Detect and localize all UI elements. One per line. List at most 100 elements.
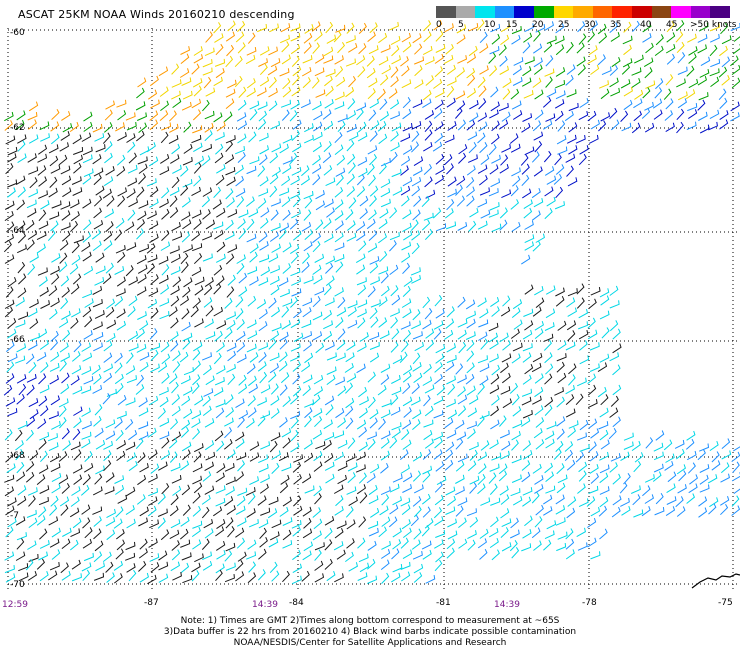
wind-barb bbox=[402, 285, 411, 297]
wind-barb bbox=[644, 67, 653, 79]
wind-barb bbox=[293, 332, 304, 342]
wind-barb bbox=[336, 520, 347, 529]
wind-barb bbox=[312, 296, 321, 308]
wind-barb bbox=[720, 473, 730, 483]
wind-barb bbox=[269, 185, 278, 198]
wind-barb bbox=[227, 244, 238, 254]
wind-barb bbox=[412, 496, 422, 507]
wind-barb bbox=[379, 111, 389, 122]
wind-barb bbox=[500, 508, 510, 519]
legend-swatch bbox=[553, 6, 574, 18]
wind-barb bbox=[150, 342, 161, 351]
wind-barb bbox=[171, 431, 181, 442]
wind-barb bbox=[181, 484, 191, 496]
wind-barb bbox=[359, 492, 368, 504]
wind-barb bbox=[259, 154, 268, 166]
wind-barb bbox=[135, 384, 145, 395]
wind-barb bbox=[356, 419, 367, 430]
wind-barb bbox=[378, 233, 388, 244]
wind-barb bbox=[182, 219, 192, 230]
wind-barb bbox=[50, 265, 60, 275]
wind-barb bbox=[587, 54, 597, 65]
wind-barb bbox=[499, 119, 509, 130]
wind-barb bbox=[84, 450, 93, 462]
wind-barb bbox=[304, 352, 314, 364]
wind-barb bbox=[445, 506, 456, 515]
wind-barb bbox=[325, 21, 334, 34]
wind-barb bbox=[125, 221, 135, 232]
wind-barb bbox=[633, 98, 643, 109]
wind-barb bbox=[378, 296, 388, 307]
wind-barb bbox=[521, 460, 531, 471]
wind-barb bbox=[732, 44, 740, 55]
wind-barb bbox=[62, 527, 72, 537]
wind-barb bbox=[721, 75, 730, 86]
wind-barb bbox=[577, 483, 586, 494]
wind-barb bbox=[225, 167, 236, 176]
wind-barb bbox=[138, 431, 149, 441]
wind-barb bbox=[522, 487, 533, 496]
wind-barb bbox=[534, 484, 544, 494]
wind-barb bbox=[171, 475, 182, 484]
time-label: 12:59 bbox=[2, 600, 28, 610]
wind-barb bbox=[38, 373, 47, 385]
wind-barb bbox=[29, 318, 39, 329]
wind-barb bbox=[599, 288, 610, 298]
wind-barb bbox=[7, 277, 17, 288]
wind-barb bbox=[113, 573, 123, 584]
wind-barb bbox=[367, 88, 376, 100]
wind-barb bbox=[16, 471, 26, 482]
wind-barb bbox=[169, 187, 180, 196]
wind-barb bbox=[498, 44, 507, 56]
wind-barb bbox=[290, 343, 301, 352]
wind-barb bbox=[533, 43, 543, 54]
wind-barb bbox=[335, 495, 344, 507]
wind-barb bbox=[324, 98, 334, 109]
wind-barb bbox=[425, 75, 435, 86]
wind-barb bbox=[413, 505, 422, 518]
wind-barb bbox=[26, 416, 36, 427]
wind-barb bbox=[337, 385, 347, 397]
wind-barb bbox=[257, 198, 267, 209]
wind-barb bbox=[37, 165, 47, 176]
wind-barb bbox=[455, 505, 464, 517]
wind-barb bbox=[170, 317, 179, 329]
wind-barb bbox=[17, 485, 27, 496]
wind-barb bbox=[293, 473, 302, 485]
wind-barb bbox=[247, 32, 256, 44]
wind-barb bbox=[434, 539, 444, 549]
wind-barb bbox=[282, 164, 292, 175]
wind-barb bbox=[490, 419, 500, 430]
wind-barb bbox=[400, 497, 411, 507]
wind-barb bbox=[226, 449, 236, 460]
wind-barb bbox=[534, 516, 543, 528]
wind-barb bbox=[610, 395, 619, 407]
wind-barb bbox=[128, 430, 138, 441]
wind-barb bbox=[300, 99, 311, 109]
wind-barb bbox=[312, 101, 322, 111]
wind-barb bbox=[566, 41, 574, 54]
wind-barb bbox=[36, 474, 46, 485]
wind-barb bbox=[59, 240, 69, 251]
wind-barb bbox=[411, 320, 421, 330]
wind-barb bbox=[697, 449, 706, 461]
wind-barb bbox=[302, 55, 313, 64]
wind-barb bbox=[457, 405, 467, 417]
wind-barb bbox=[403, 230, 413, 241]
wind-barb bbox=[708, 503, 717, 515]
wind-barb bbox=[434, 66, 444, 78]
wind-barb bbox=[61, 329, 71, 341]
wind-barb bbox=[378, 266, 389, 275]
lat-label: -66 bbox=[10, 335, 25, 345]
wind-barb bbox=[509, 382, 519, 394]
wind-barb bbox=[258, 454, 269, 464]
wind-barb bbox=[28, 362, 37, 374]
wind-barb bbox=[81, 431, 92, 440]
wind-barb bbox=[278, 452, 289, 462]
wind-barb bbox=[15, 297, 25, 307]
wind-barb bbox=[466, 318, 476, 329]
wind-barb bbox=[16, 220, 26, 231]
wind-barb bbox=[260, 507, 271, 516]
wind-barb bbox=[455, 184, 463, 196]
wind-barb bbox=[367, 31, 376, 42]
